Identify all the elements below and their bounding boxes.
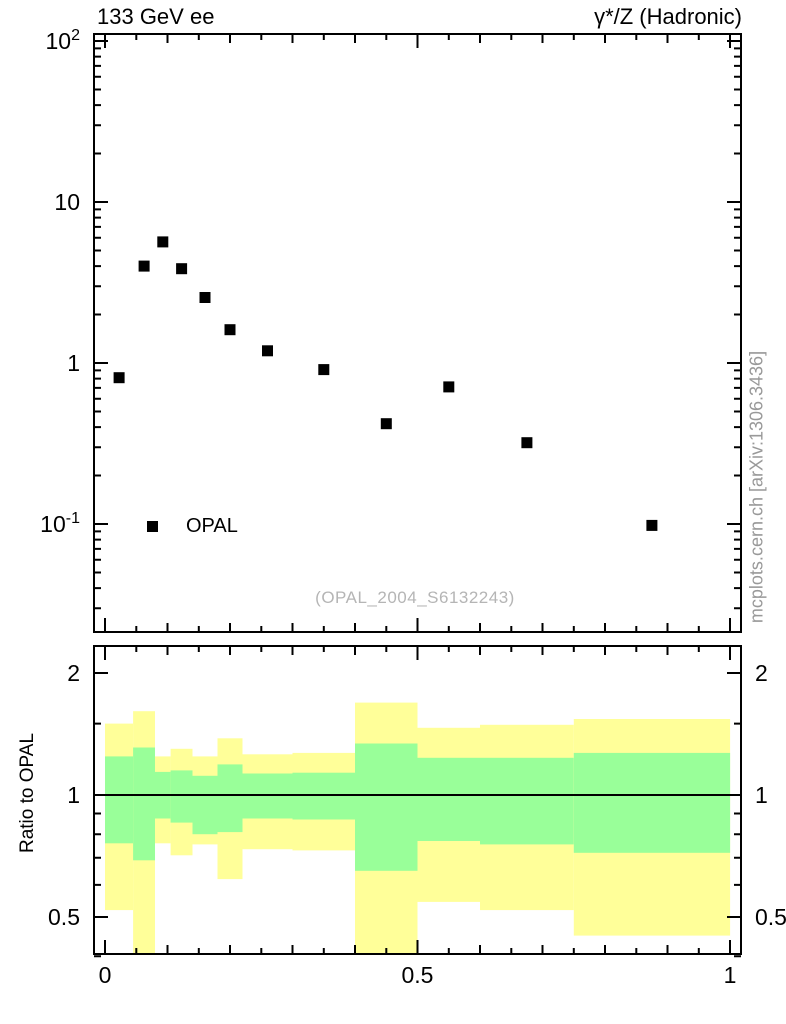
inner-uncertainty-band	[192, 775, 218, 835]
ratio-y-axis-label: Ratio to OPAL	[17, 732, 38, 854]
ratio-y-tick-label-left: 1	[67, 782, 80, 808]
data-point	[224, 324, 236, 336]
x-tick-label: 0.5	[402, 962, 434, 988]
x-tick-label: 1	[724, 962, 737, 988]
data-point	[646, 519, 658, 531]
data-point	[443, 381, 455, 393]
legend: OPAL	[147, 515, 238, 538]
x-axis-ticks	[104, 646, 731, 954]
data-point	[138, 260, 150, 272]
data-point	[521, 437, 533, 449]
inner-uncertainty-band	[133, 747, 155, 861]
data-point	[380, 418, 392, 430]
y-axis-ticks	[94, 40, 741, 610]
inner-uncertainty-band	[355, 743, 418, 871]
ratio-y-tick-label-right: 1	[755, 782, 768, 808]
inner-uncertainty-band	[170, 770, 193, 823]
y-axis-ticks	[94, 672, 741, 958]
ratio-y-tick-label-right: 0.5	[755, 904, 786, 930]
inner-uncertainty-band	[573, 752, 731, 853]
y-tick-label: 102	[46, 27, 81, 54]
plot-title-left: 133 GeV ee	[97, 4, 215, 29]
y-tick-label: 1	[67, 350, 80, 376]
data-point	[262, 345, 273, 357]
ratio-y-tick-label-left: 2	[67, 660, 80, 686]
data-point	[113, 372, 125, 384]
data-point	[318, 364, 330, 376]
plot-title-right: γ*/Z (Hadronic)	[594, 4, 742, 29]
ratio-y-tick-label-right: 2	[755, 660, 768, 686]
ratio-plot-panel: 2 2 1 1 0.5 0.5 0 0.5 1	[48, 645, 786, 988]
analysis-watermark: (OPAL_2004_S6132243)	[315, 588, 515, 607]
main-frame	[93, 33, 742, 633]
mcplots-arxiv-note: mcplots.cern.ch [arXiv:1306.3436]	[746, 350, 767, 624]
main-plot-panel: 102 10 1 10-1	[40, 27, 742, 633]
inner-uncertainty-band	[292, 772, 355, 820]
data-point	[176, 263, 188, 275]
legend-label: OPAL	[186, 515, 238, 537]
legend-square-marker-icon	[147, 521, 158, 532]
y-tick-label: 10-1	[40, 510, 80, 537]
y-tick-label: 10	[54, 189, 80, 215]
data-point	[157, 236, 169, 248]
x-tick-label: 0	[99, 962, 112, 988]
inner-uncertainty-band	[417, 757, 480, 841]
x-axis-ticks	[104, 34, 731, 632]
inner-uncertainty-band	[217, 764, 243, 833]
data-point	[199, 292, 211, 303]
inner-uncertainty-band	[105, 756, 134, 844]
inner-uncertainty-band	[480, 757, 574, 845]
ratio-y-tick-label-left: 0.5	[48, 904, 80, 930]
